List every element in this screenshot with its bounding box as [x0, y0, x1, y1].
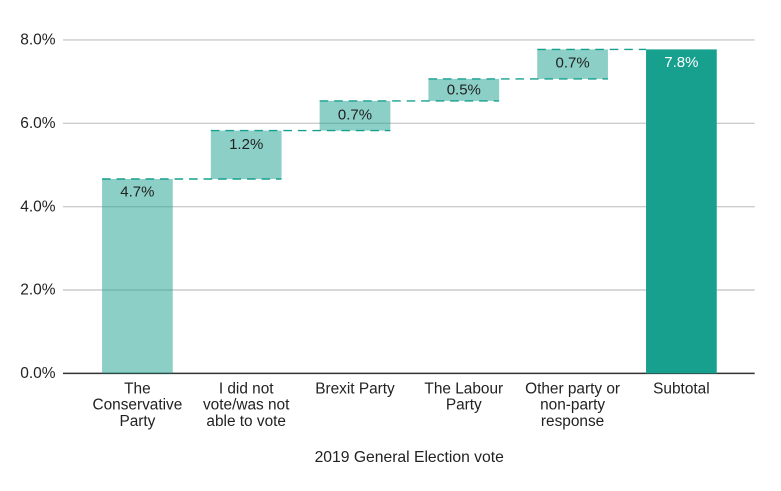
svg-text:The: The — [124, 380, 151, 397]
svg-text:The Labour: The Labour — [424, 380, 503, 397]
svg-text:7.8%: 7.8% — [664, 54, 698, 71]
svg-text:I did not: I did not — [219, 380, 274, 397]
svg-text:Conservative: Conservative — [92, 397, 182, 414]
svg-text:4.0%: 4.0% — [20, 198, 56, 215]
svg-text:0.5%: 0.5% — [447, 82, 481, 99]
svg-text:response: response — [541, 413, 604, 430]
svg-text:non-party: non-party — [540, 397, 605, 414]
svg-text:Party: Party — [446, 397, 482, 414]
svg-text:Subtotal: Subtotal — [653, 380, 709, 397]
svg-text:Brexit Party: Brexit Party — [315, 380, 395, 397]
svg-text:vote/was not: vote/was not — [203, 397, 290, 414]
svg-text:8.0%: 8.0% — [20, 32, 56, 49]
svg-text:0.0%: 0.0% — [20, 365, 56, 382]
svg-text:Party: Party — [119, 413, 155, 430]
svg-text:1.2%: 1.2% — [229, 136, 263, 153]
svg-text:0.7%: 0.7% — [555, 54, 589, 71]
svg-text:4.7%: 4.7% — [120, 184, 154, 201]
svg-text:2019 General Election vote: 2019 General Election vote — [315, 449, 505, 466]
svg-text:able to vote: able to vote — [206, 413, 286, 430]
svg-text:Other party or: Other party or — [525, 380, 620, 397]
svg-text:6.0%: 6.0% — [20, 115, 56, 132]
svg-text:0.7%: 0.7% — [338, 106, 372, 123]
svg-text:2.0%: 2.0% — [20, 282, 56, 299]
